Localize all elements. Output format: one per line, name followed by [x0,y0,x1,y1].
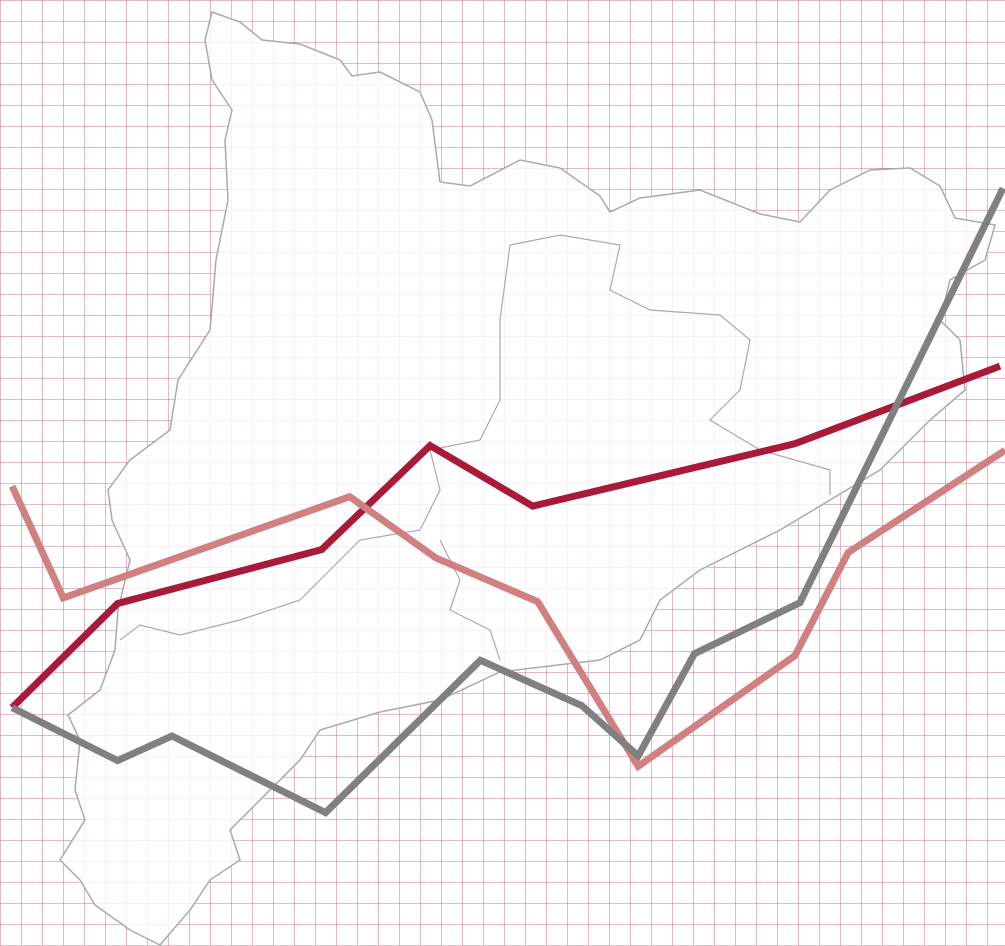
data-line [8,447,1005,772]
map-inner-border [509,234,831,495]
map-outline [59,11,996,946]
lines [8,186,1005,817]
map-inner-border [119,244,511,641]
data-line [10,186,1005,817]
data-line [9,362,1002,711]
